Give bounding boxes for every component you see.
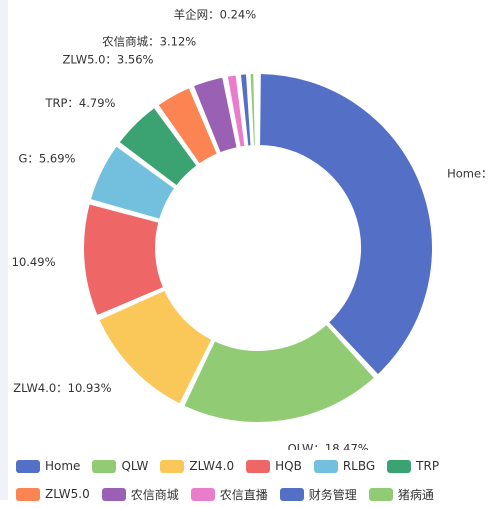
legend-item-zlw4-0[interactable]: ZLW4.0 (160, 459, 234, 473)
slice-rlbg[interactable] (88, 144, 177, 221)
legend-label: 财务管理 (308, 487, 357, 502)
slice-item-8[interactable] (225, 73, 247, 149)
slice-label-hqb: 10.49% (12, 255, 56, 269)
legend-item-home[interactable]: Home (16, 459, 80, 473)
legend-label: RLBG (342, 459, 376, 473)
legend-swatch (16, 487, 40, 501)
slice-zlw5-0[interactable] (156, 86, 219, 166)
slice-hqb[interactable] (82, 202, 166, 318)
legend-label: 猪病通 (397, 487, 434, 502)
legend-label: QLW (121, 459, 149, 473)
legend-row: Home QLW ZLW4.0 HQB RLBG TRP (16, 452, 486, 480)
donut-chart: Home： QLW：18.47% ZLW4.0：10.93% 10.49% G：5.69… (12, 8, 493, 450)
legend-label: 农信直播 (219, 487, 268, 502)
legend-swatch (101, 487, 126, 501)
slice-item-9[interactable] (238, 72, 253, 148)
slice-item-11[interactable] (254, 72, 259, 148)
slice-item-7[interactable] (191, 75, 239, 155)
legend-item-item-14[interactable]: 猪病通 (368, 486, 434, 503)
slice-qlw[interactable] (182, 322, 377, 424)
slice-label-qlw: QLW：18.47% (288, 441, 369, 450)
legend-swatch (16, 459, 40, 473)
slice-zlw4-0[interactable] (97, 288, 214, 406)
legend-row: ZLW5.0 农信商城 农信直播 财务管理 猪病通 (16, 480, 486, 508)
legend-swatch (387, 459, 412, 473)
legend-item-qlw[interactable]: QLW (92, 459, 148, 473)
left-edge-strip (0, 0, 8, 500)
chart-legend: Home QLW ZLW4.0 HQB RLBG TRP ZLW5.0 农信商城 农信直播 财务管… (16, 452, 486, 508)
slice-label-home: Home： (447, 167, 492, 181)
legend-label: ZLW4.0 (189, 459, 235, 473)
legend-item-item-11[interactable]: 农信商城 (101, 486, 179, 503)
slice-home[interactable] (258, 72, 434, 377)
legend-swatch (190, 487, 215, 501)
legend-label: ZLW5.0 (45, 487, 90, 501)
legend-swatch (368, 487, 393, 501)
slice-label-rlbg: G：5.69% (19, 152, 76, 166)
legend-item-hqb[interactable]: HQB (246, 459, 302, 473)
legend-item-item-12[interactable]: 农信直播 (190, 486, 268, 503)
legend-label: TRP (416, 459, 440, 473)
legend-swatch (313, 459, 338, 473)
donut-slices (82, 72, 434, 424)
legend-label: Home (45, 459, 81, 473)
slice-label-item-7: 农信商城：3.12% (102, 35, 196, 49)
legend-swatch (279, 487, 304, 501)
legend-label: 农信商城 (130, 487, 179, 502)
slice-trp[interactable] (117, 105, 199, 188)
legend-swatch (92, 459, 117, 473)
slice-label-trp: TRP：4.79% (44, 96, 115, 110)
legend-item-item-13[interactable]: 财务管理 (279, 486, 357, 503)
legend-swatch (246, 459, 271, 473)
slice-label-zlw4-0: ZLW4.0：10.93% (13, 381, 111, 395)
slice-labels: Home： QLW：18.47% ZLW4.0：10.93% 10.49% G：5.69… (12, 8, 493, 450)
legend-item-zlw5-0[interactable]: ZLW5.0 (16, 487, 90, 501)
slice-label-item-8: 羊企网：0.24% (174, 8, 257, 22)
legend-item-trp[interactable]: TRP (387, 459, 439, 473)
slice-label-zlw5-0: ZLW5.0：3.56% (63, 53, 154, 67)
legend-label: HQB (275, 459, 302, 473)
legend-swatch (160, 459, 185, 473)
legend-item-rlbg[interactable]: RLBG (313, 459, 376, 473)
